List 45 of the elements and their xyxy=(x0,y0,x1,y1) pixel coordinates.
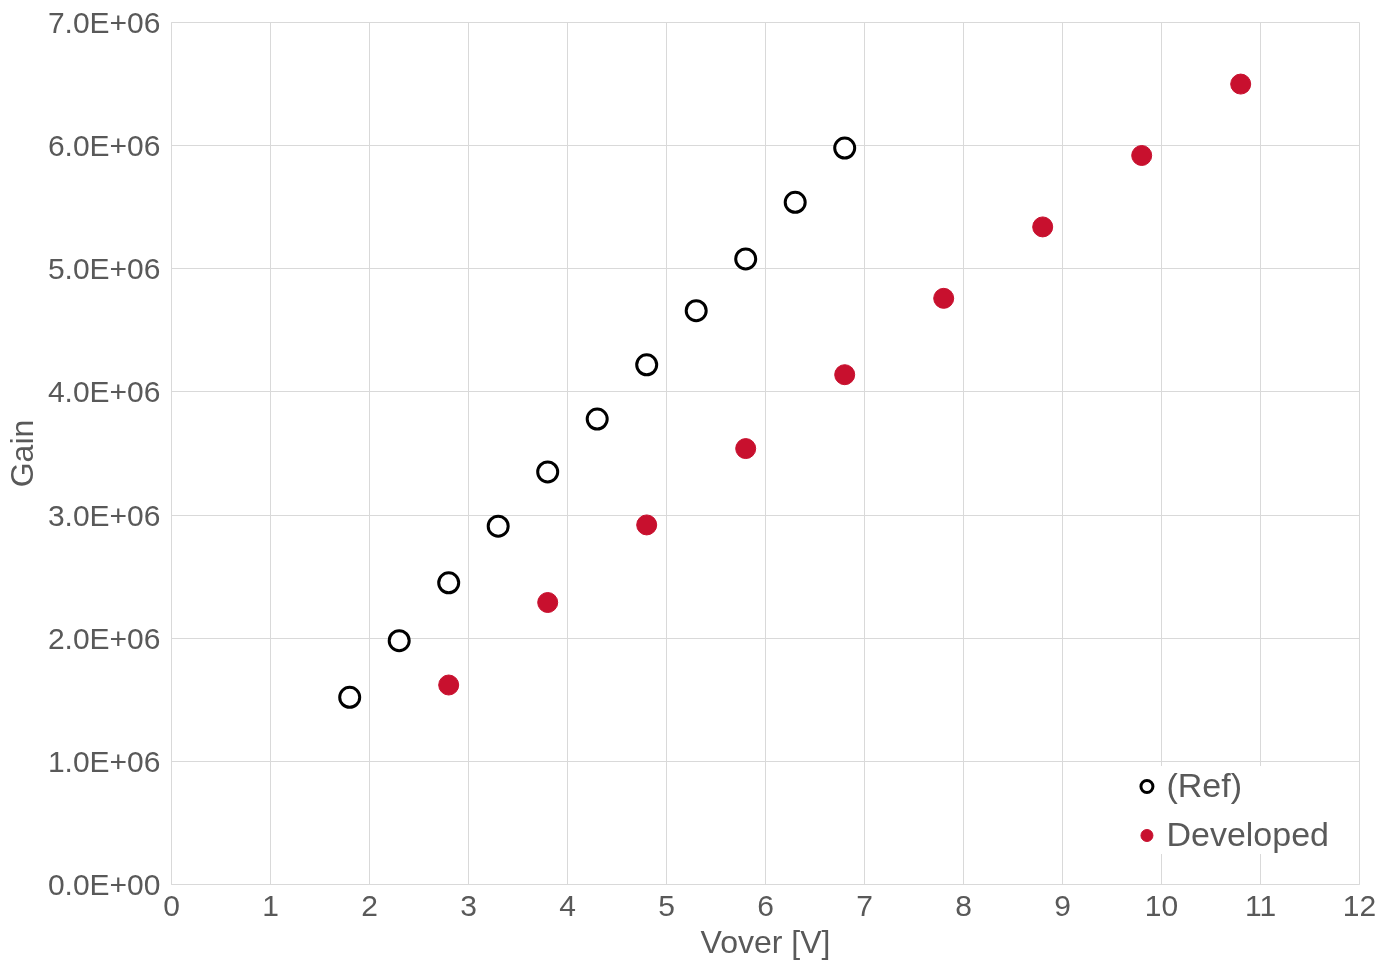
point xyxy=(684,299,708,323)
x-tick-label: 3 xyxy=(460,888,477,922)
point xyxy=(1131,145,1153,166)
x-tick-label: 4 xyxy=(559,888,576,922)
x-tick-label: 7 xyxy=(856,888,873,922)
point xyxy=(438,674,460,696)
point xyxy=(636,514,658,536)
point xyxy=(537,592,559,613)
point xyxy=(437,571,461,595)
point xyxy=(734,247,758,271)
point xyxy=(735,438,757,460)
y-tick-label: 2.0E+06 xyxy=(47,621,161,655)
x-tick-label: 11 xyxy=(1244,888,1277,922)
point xyxy=(585,407,609,431)
point xyxy=(834,364,856,386)
point xyxy=(1230,73,1252,95)
y-tick-label: 7.0E+06 xyxy=(47,6,161,39)
x-tick-label: 10 xyxy=(1144,888,1179,922)
y-tick-label: 0.0E+00 xyxy=(47,868,161,901)
point xyxy=(338,685,362,709)
point xyxy=(536,460,560,484)
x-tick-label: 9 xyxy=(1054,888,1071,922)
point xyxy=(783,190,807,214)
y-tick-label: 4.0E+06 xyxy=(47,375,161,409)
point xyxy=(833,136,857,160)
x-axis-title: Vover [V] xyxy=(700,923,831,960)
point xyxy=(486,514,510,538)
y-tick-label: 6.0E+06 xyxy=(47,129,161,163)
point xyxy=(635,353,659,377)
legend-label: Developed xyxy=(1166,815,1329,854)
point xyxy=(387,629,411,653)
x-tick-label: 2 xyxy=(361,888,378,922)
legend-label: (Ref) xyxy=(1166,766,1242,805)
x-tick-label: 8 xyxy=(955,888,972,922)
y-tick-label: 5.0E+06 xyxy=(47,252,161,286)
x-tick-label: 1 xyxy=(262,888,279,922)
x-tick-label: 5 xyxy=(658,888,675,922)
x-tick-label: 6 xyxy=(757,888,774,922)
x-tick-label: 0 xyxy=(163,888,180,922)
x-tick-label: 12 xyxy=(1342,888,1377,922)
point xyxy=(933,287,955,309)
y-tick-label: 1.0E+06 xyxy=(47,744,161,778)
y-axis-title: Gain xyxy=(3,419,40,488)
point xyxy=(1032,216,1054,238)
y-tick-label: 3.0E+06 xyxy=(47,498,161,532)
